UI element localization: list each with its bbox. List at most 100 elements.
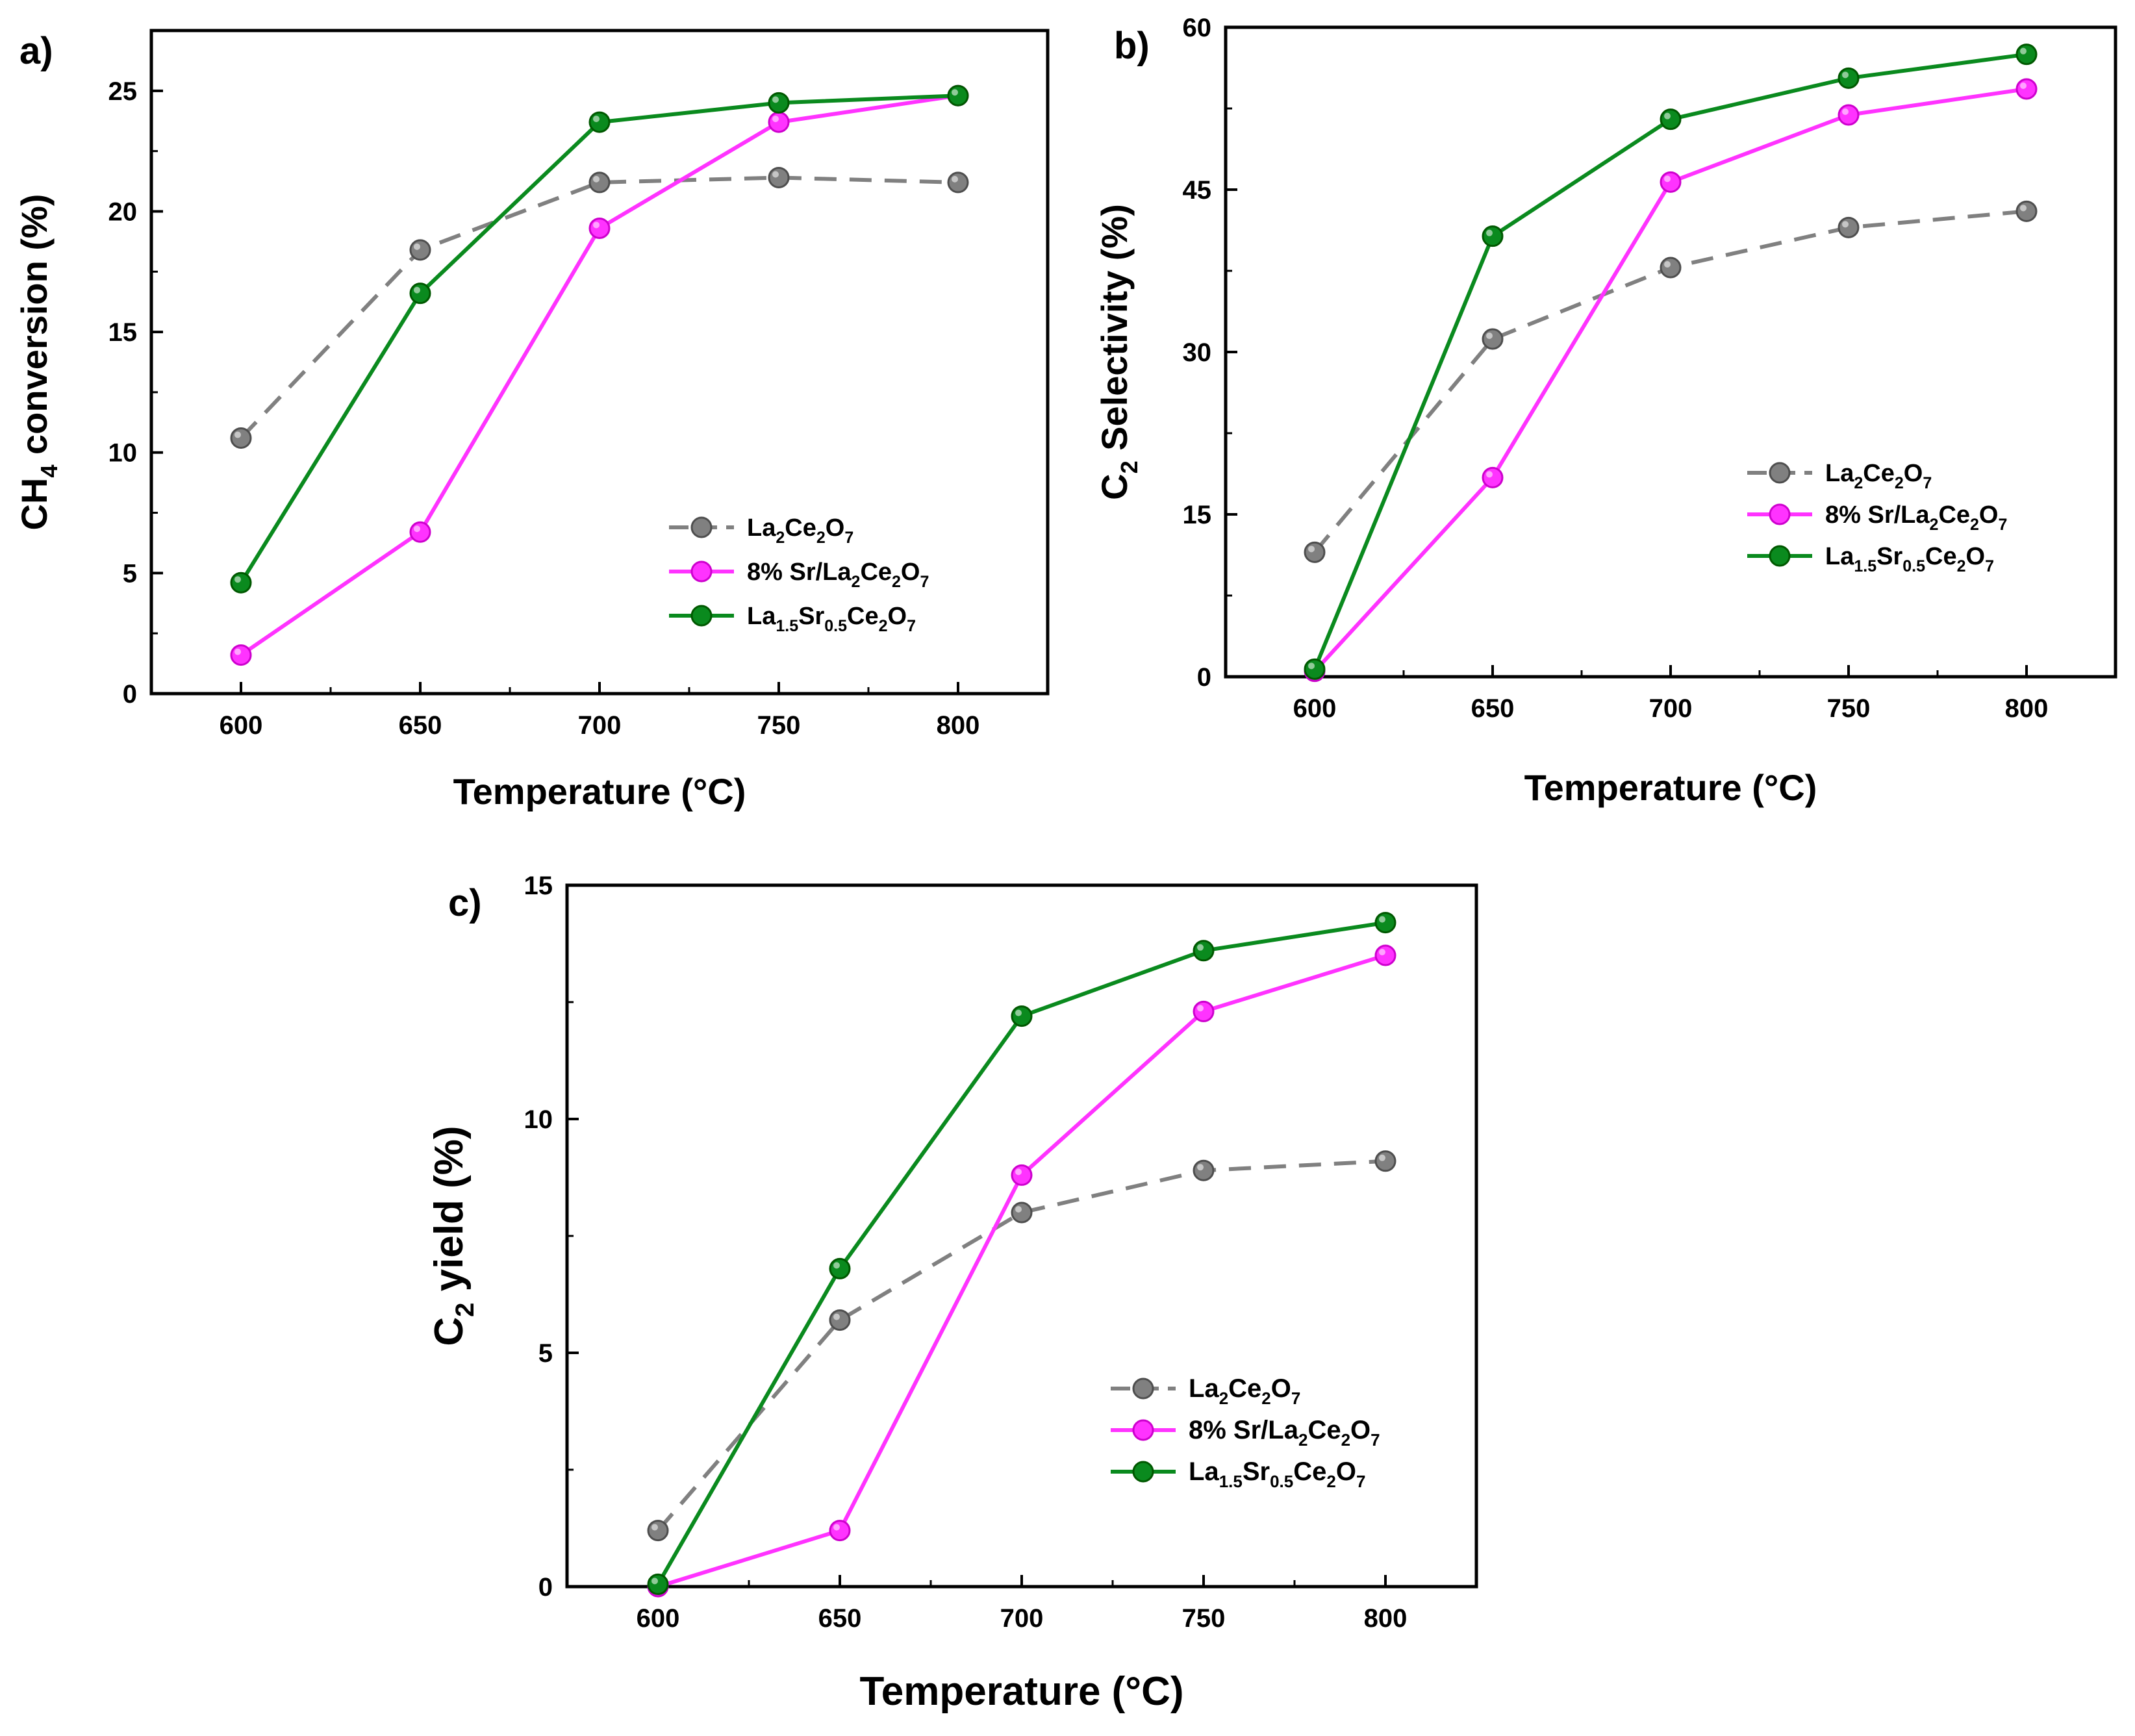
x-tick-label: 650 bbox=[1471, 694, 1515, 723]
panel-label: b) bbox=[1114, 25, 1150, 67]
y-tick-label: 5 bbox=[538, 1339, 553, 1368]
data-point bbox=[1660, 171, 1682, 193]
data-point-highlight bbox=[593, 221, 600, 229]
x-tick-label: 650 bbox=[818, 1604, 862, 1633]
data-point-highlight bbox=[414, 525, 420, 533]
data-point bbox=[1482, 328, 1504, 350]
data-point bbox=[588, 217, 611, 239]
data-point bbox=[588, 171, 611, 194]
legend-label: La1.5Sr0.5Ce2O7 bbox=[747, 603, 916, 635]
data-point bbox=[2015, 78, 2038, 100]
data-point bbox=[829, 1309, 851, 1331]
data-point-highlight bbox=[593, 116, 600, 123]
data-point-highlight bbox=[1842, 108, 1849, 115]
series-line-3 bbox=[239, 94, 959, 584]
data-point-highlight bbox=[1664, 112, 1671, 120]
x-axis-label: Temperature (°C) bbox=[453, 771, 746, 812]
x-tick-label: 700 bbox=[1000, 1604, 1044, 1633]
data-point-highlight bbox=[1308, 662, 1315, 670]
data-point bbox=[1011, 1164, 1033, 1186]
data-point-highlight bbox=[772, 116, 779, 123]
legend-marker bbox=[1769, 503, 1791, 525]
data-point bbox=[230, 572, 252, 594]
x-tick-label: 600 bbox=[220, 711, 263, 740]
y-axis-label: CH4 conversion (%) bbox=[14, 194, 62, 531]
data-point-highlight bbox=[1379, 949, 1385, 955]
data-point-highlight bbox=[952, 175, 958, 182]
legend-label: La2Ce2O7 bbox=[1825, 460, 1932, 492]
data-point bbox=[768, 111, 790, 133]
legend-marker bbox=[1769, 545, 1791, 567]
data-point-highlight bbox=[1379, 916, 1385, 923]
data-point-highlight bbox=[2020, 82, 2027, 89]
data-point-highlight bbox=[1015, 1009, 1022, 1016]
y-tick-label: 10 bbox=[524, 1105, 553, 1134]
data-point bbox=[1838, 104, 1860, 126]
data-point bbox=[947, 171, 969, 194]
data-point bbox=[1193, 1000, 1215, 1022]
y-axis-label: C2 yield (%) bbox=[427, 1126, 479, 1346]
x-tick-label: 750 bbox=[1827, 694, 1871, 723]
data-point-highlight bbox=[1664, 261, 1671, 268]
data-point bbox=[647, 1520, 669, 1542]
data-point-highlight bbox=[593, 175, 600, 182]
data-point bbox=[588, 111, 611, 133]
x-tick-label: 700 bbox=[578, 711, 622, 740]
data-point-highlight bbox=[1197, 1164, 1204, 1171]
data-point-highlight bbox=[414, 286, 420, 294]
data-point-highlight bbox=[234, 431, 241, 438]
legend-label: 8% Sr/La2Ce2O7 bbox=[747, 559, 929, 591]
series-line-1 bbox=[239, 175, 959, 440]
y-tick-label: 0 bbox=[1197, 663, 1211, 692]
data-point-highlight bbox=[1842, 221, 1849, 228]
data-point-highlight bbox=[772, 171, 779, 178]
legend-label: La2Ce2O7 bbox=[747, 514, 853, 547]
data-point-highlight bbox=[651, 1578, 658, 1585]
data-point-highlight bbox=[1486, 229, 1493, 236]
y-tick-label: 5 bbox=[123, 559, 137, 588]
legend-label: 8% Sr/La2Ce2O7 bbox=[1825, 501, 2007, 534]
data-point-highlight bbox=[1197, 1005, 1204, 1012]
data-point bbox=[1482, 466, 1504, 488]
data-point-highlight bbox=[833, 1524, 840, 1531]
y-tick-label: 15 bbox=[524, 872, 553, 900]
data-point bbox=[2015, 200, 2038, 222]
x-tick-label: 650 bbox=[399, 711, 442, 740]
y-tick-label: 60 bbox=[1183, 14, 1212, 42]
data-point-highlight bbox=[1379, 1154, 1385, 1161]
data-point bbox=[409, 521, 431, 543]
data-point bbox=[1011, 1201, 1033, 1224]
data-point-highlight bbox=[1664, 175, 1671, 182]
series-line-2 bbox=[657, 953, 1386, 1589]
legend-marker bbox=[1132, 1461, 1154, 1483]
x-tick-label: 800 bbox=[1364, 1604, 1408, 1633]
data-point bbox=[409, 239, 431, 261]
data-point-highlight bbox=[1486, 471, 1493, 478]
data-point bbox=[230, 427, 252, 449]
data-point bbox=[1011, 1005, 1033, 1027]
data-point-highlight bbox=[651, 1524, 658, 1531]
series-line-1 bbox=[656, 1159, 1386, 1532]
chart-panel-1: 600 650 700 750 800 0 5 10 15 20 25 Temperature (°C… bbox=[14, 29, 1050, 812]
data-point-highlight bbox=[1842, 71, 1849, 79]
x-tick-label: 600 bbox=[637, 1604, 680, 1633]
data-point-highlight bbox=[1197, 944, 1204, 951]
data-point bbox=[409, 283, 431, 305]
data-point-highlight bbox=[772, 96, 779, 103]
data-point bbox=[1482, 225, 1504, 247]
legend-marker bbox=[1132, 1419, 1154, 1441]
legend-marker bbox=[1769, 462, 1791, 484]
data-point bbox=[1374, 912, 1396, 934]
data-point bbox=[1304, 658, 1326, 680]
x-tick-label: 700 bbox=[1649, 694, 1693, 723]
data-point-highlight bbox=[2020, 205, 2027, 212]
data-point-highlight bbox=[833, 1313, 840, 1320]
y-tick-label: 25 bbox=[108, 77, 138, 106]
data-point-highlight bbox=[414, 243, 420, 250]
data-point bbox=[230, 644, 252, 666]
x-tick-label: 750 bbox=[757, 711, 801, 740]
data-point bbox=[647, 1573, 669, 1595]
x-tick-label: 800 bbox=[2005, 694, 2049, 723]
chart-panel-3: 600 650 700 750 800 0 5 10 15 Temperature (°C) C2 … bbox=[427, 872, 1478, 1714]
